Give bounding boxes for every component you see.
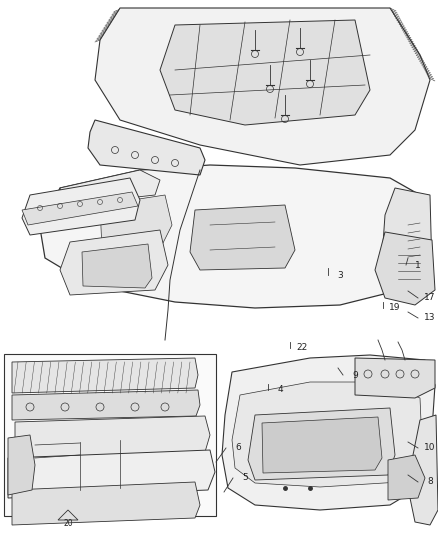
Polygon shape <box>12 358 198 393</box>
Text: 9: 9 <box>352 370 358 379</box>
Polygon shape <box>60 170 160 205</box>
Polygon shape <box>82 244 152 288</box>
Polygon shape <box>8 435 35 495</box>
Polygon shape <box>222 355 435 510</box>
Polygon shape <box>60 230 168 295</box>
Polygon shape <box>355 358 435 398</box>
Polygon shape <box>248 408 395 480</box>
Text: 3: 3 <box>337 271 343 279</box>
Text: 4: 4 <box>277 385 283 394</box>
FancyBboxPatch shape <box>4 354 216 516</box>
Text: 1: 1 <box>415 261 421 270</box>
Text: 10: 10 <box>424 443 436 453</box>
Polygon shape <box>12 482 200 525</box>
Polygon shape <box>40 165 430 308</box>
Polygon shape <box>22 192 138 225</box>
Text: 6: 6 <box>235 443 241 453</box>
Polygon shape <box>382 188 432 290</box>
Polygon shape <box>262 417 382 473</box>
Polygon shape <box>8 450 215 498</box>
Polygon shape <box>160 20 370 125</box>
Polygon shape <box>232 382 422 487</box>
Polygon shape <box>22 178 140 235</box>
Polygon shape <box>375 232 435 305</box>
Polygon shape <box>190 205 295 270</box>
Text: 19: 19 <box>389 303 401 312</box>
Text: 22: 22 <box>297 343 307 352</box>
Polygon shape <box>15 416 210 458</box>
Polygon shape <box>100 195 172 250</box>
Polygon shape <box>12 390 200 420</box>
Text: 17: 17 <box>424 294 436 303</box>
Polygon shape <box>388 455 425 500</box>
Text: 20: 20 <box>63 519 73 528</box>
Text: 13: 13 <box>424 313 436 322</box>
Polygon shape <box>95 8 430 165</box>
Text: 8: 8 <box>427 478 433 487</box>
Text: 5: 5 <box>242 473 248 482</box>
Polygon shape <box>410 415 438 525</box>
Polygon shape <box>88 120 205 175</box>
